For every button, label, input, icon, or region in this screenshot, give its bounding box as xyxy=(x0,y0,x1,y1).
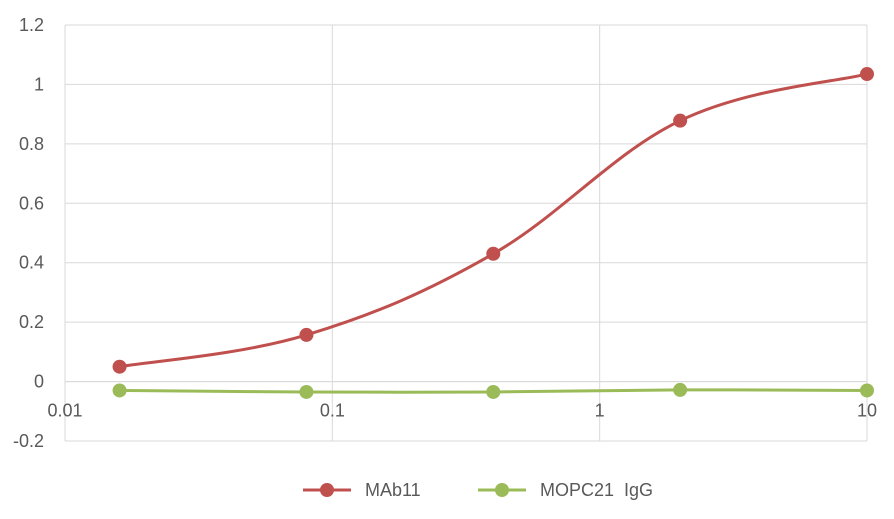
data-point xyxy=(486,384,501,399)
data-point xyxy=(860,67,874,82)
x-axis-tick-labels: 0.01 0.1 1 10 xyxy=(47,401,877,421)
y-tick-label: -0.2 xyxy=(13,431,44,451)
legend-label: MOPC21 IgG xyxy=(540,480,653,500)
data-point xyxy=(112,359,127,374)
legend: MAb11 MOPC21 IgG xyxy=(303,480,653,500)
x-tick-label: 1 xyxy=(595,401,605,421)
series-line-1 xyxy=(118,72,869,369)
data-point xyxy=(299,384,314,399)
legend-marker xyxy=(495,483,509,497)
data-point xyxy=(486,246,501,261)
data-point xyxy=(112,383,127,398)
grid-lines xyxy=(64,24,868,442)
y-tick-label: 0.8 xyxy=(19,134,44,154)
y-axis-tick-labels: -0.2 0 0.2 0.4 0.6 0.8 1 1.2 xyxy=(13,15,44,451)
data-point xyxy=(673,113,688,128)
y-tick-label: 0.4 xyxy=(19,253,44,273)
x-tick-label: 0.1 xyxy=(320,401,345,421)
y-tick-label: 1.2 xyxy=(19,15,44,35)
x-tick-label: 10 xyxy=(857,401,877,421)
y-tick-label: 1 xyxy=(34,74,44,94)
data-point xyxy=(299,327,314,342)
y-tick-label: 0.6 xyxy=(19,193,44,213)
legend-label: MAb11 xyxy=(365,480,421,500)
series-layer xyxy=(112,67,874,399)
y-tick-label: 0 xyxy=(34,372,44,392)
x-tick-label: 0.01 xyxy=(47,401,82,421)
y-tick-label: 0.2 xyxy=(19,312,44,332)
data-point xyxy=(860,383,874,398)
legend-marker xyxy=(320,483,334,497)
data-point xyxy=(673,382,688,397)
